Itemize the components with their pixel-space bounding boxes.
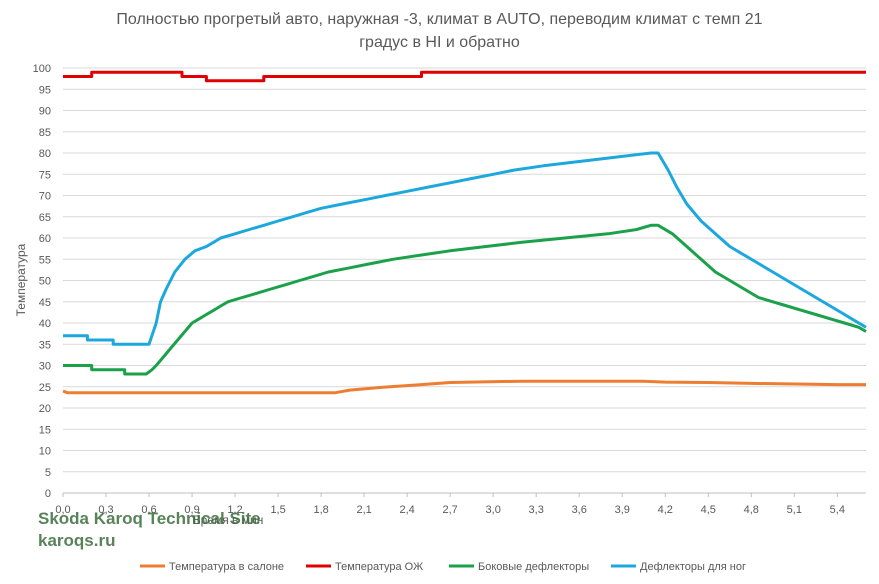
legend-label-1: Температура в салоне [169, 561, 284, 573]
y-tick-label: 35 [39, 339, 51, 351]
x-tick-label: 0,0 [55, 504, 70, 516]
y-tick-label: 85 [39, 127, 51, 139]
x-tick-label: 0,3 [98, 504, 113, 516]
y-tick-label: 55 [39, 254, 51, 266]
x-tick-label: 1,8 [313, 504, 328, 516]
x-tick-label: 2,1 [356, 504, 371, 516]
x-tick-label: 3,3 [529, 504, 544, 516]
y-axis-label: Температура [14, 243, 28, 316]
x-tick-label: 1,5 [270, 504, 285, 516]
x-tick-label: 3,9 [615, 504, 630, 516]
y-tick-label: 20 [39, 403, 51, 415]
watermark-line-1: Skoda Karoq Technical Site [38, 509, 261, 528]
x-tick-label: 1,2 [227, 504, 242, 516]
x-tick-label: 0,9 [184, 504, 199, 516]
y-tick-label: 95 [39, 84, 51, 96]
y-tick-label: 65 [39, 212, 51, 224]
y-tick-label: 70 [39, 191, 51, 203]
y-tick-label: 5 [45, 467, 51, 479]
y-tick-label: 60 [39, 233, 51, 245]
y-tick-label: 40 [39, 318, 51, 330]
gridlines [63, 67, 866, 494]
x-axis-label: Время в мин [193, 513, 264, 527]
series-line-4 [63, 151, 867, 346]
x-tick-label: 3,0 [486, 504, 501, 516]
x-tick-label: 0,6 [141, 504, 156, 516]
x-tick-label: 4,2 [658, 504, 673, 516]
x-tick-label: 2,7 [443, 504, 458, 516]
y-tick-label: 0 [45, 488, 51, 500]
legend-label-3: Боковые дефлекторы [478, 561, 589, 573]
y-tick-label: 100 [33, 63, 51, 75]
y-tick-label: 75 [39, 169, 51, 181]
y-axis-ticks: 0 5 10 15 20 25 30 35 40 45 50 55 60 65 70 75 80 85 90 95 10… [33, 63, 51, 500]
x-tick-label: 3,6 [572, 504, 587, 516]
watermark: Skoda Karoq Technical Site karoqs.ru [38, 508, 261, 552]
x-tick-label: 5,1 [787, 504, 802, 516]
legend-label-2: Температура ОЖ [335, 561, 423, 573]
series-line-2 [63, 70, 866, 83]
x-tick-label: 4,5 [701, 504, 716, 516]
y-tick-label: 80 [39, 148, 51, 160]
y-tick-label: 10 [39, 446, 51, 458]
series-line-1 [62, 379, 866, 395]
y-tick-label: 45 [39, 297, 51, 309]
chart-title: Полностью прогретый авто, наружная -3, к… [0, 8, 879, 54]
legend-label-4: Дефлекторы для ног [640, 561, 746, 573]
y-tick-label: 30 [39, 361, 51, 373]
series-line-3 [63, 223, 867, 376]
x-axis-ticks: 0,0 0,3 0,6 0,9 1,2 1,5 1,8 2,1 2,4 2,7 3,0 3,3 3,6 3… [55, 493, 845, 516]
x-tick-label: 4,8 [744, 504, 759, 516]
y-tick-label: 50 [39, 276, 51, 288]
y-tick-label: 15 [39, 424, 51, 436]
x-tick-label: 2,4 [399, 504, 414, 516]
chart-title-line-2: градус в HI и обратно [359, 34, 520, 51]
chart-title-line-1: Полностью прогретый авто, наружная -3, к… [116, 11, 763, 28]
series-lines [62, 70, 867, 395]
legend: Температура в салоне Температура ОЖ Боковы… [140, 561, 746, 573]
watermark-line-2: karoqs.ru [38, 531, 116, 550]
x-tick-label: 5,4 [830, 504, 845, 516]
y-tick-label: 90 [39, 106, 51, 118]
y-tick-label: 25 [39, 382, 51, 394]
